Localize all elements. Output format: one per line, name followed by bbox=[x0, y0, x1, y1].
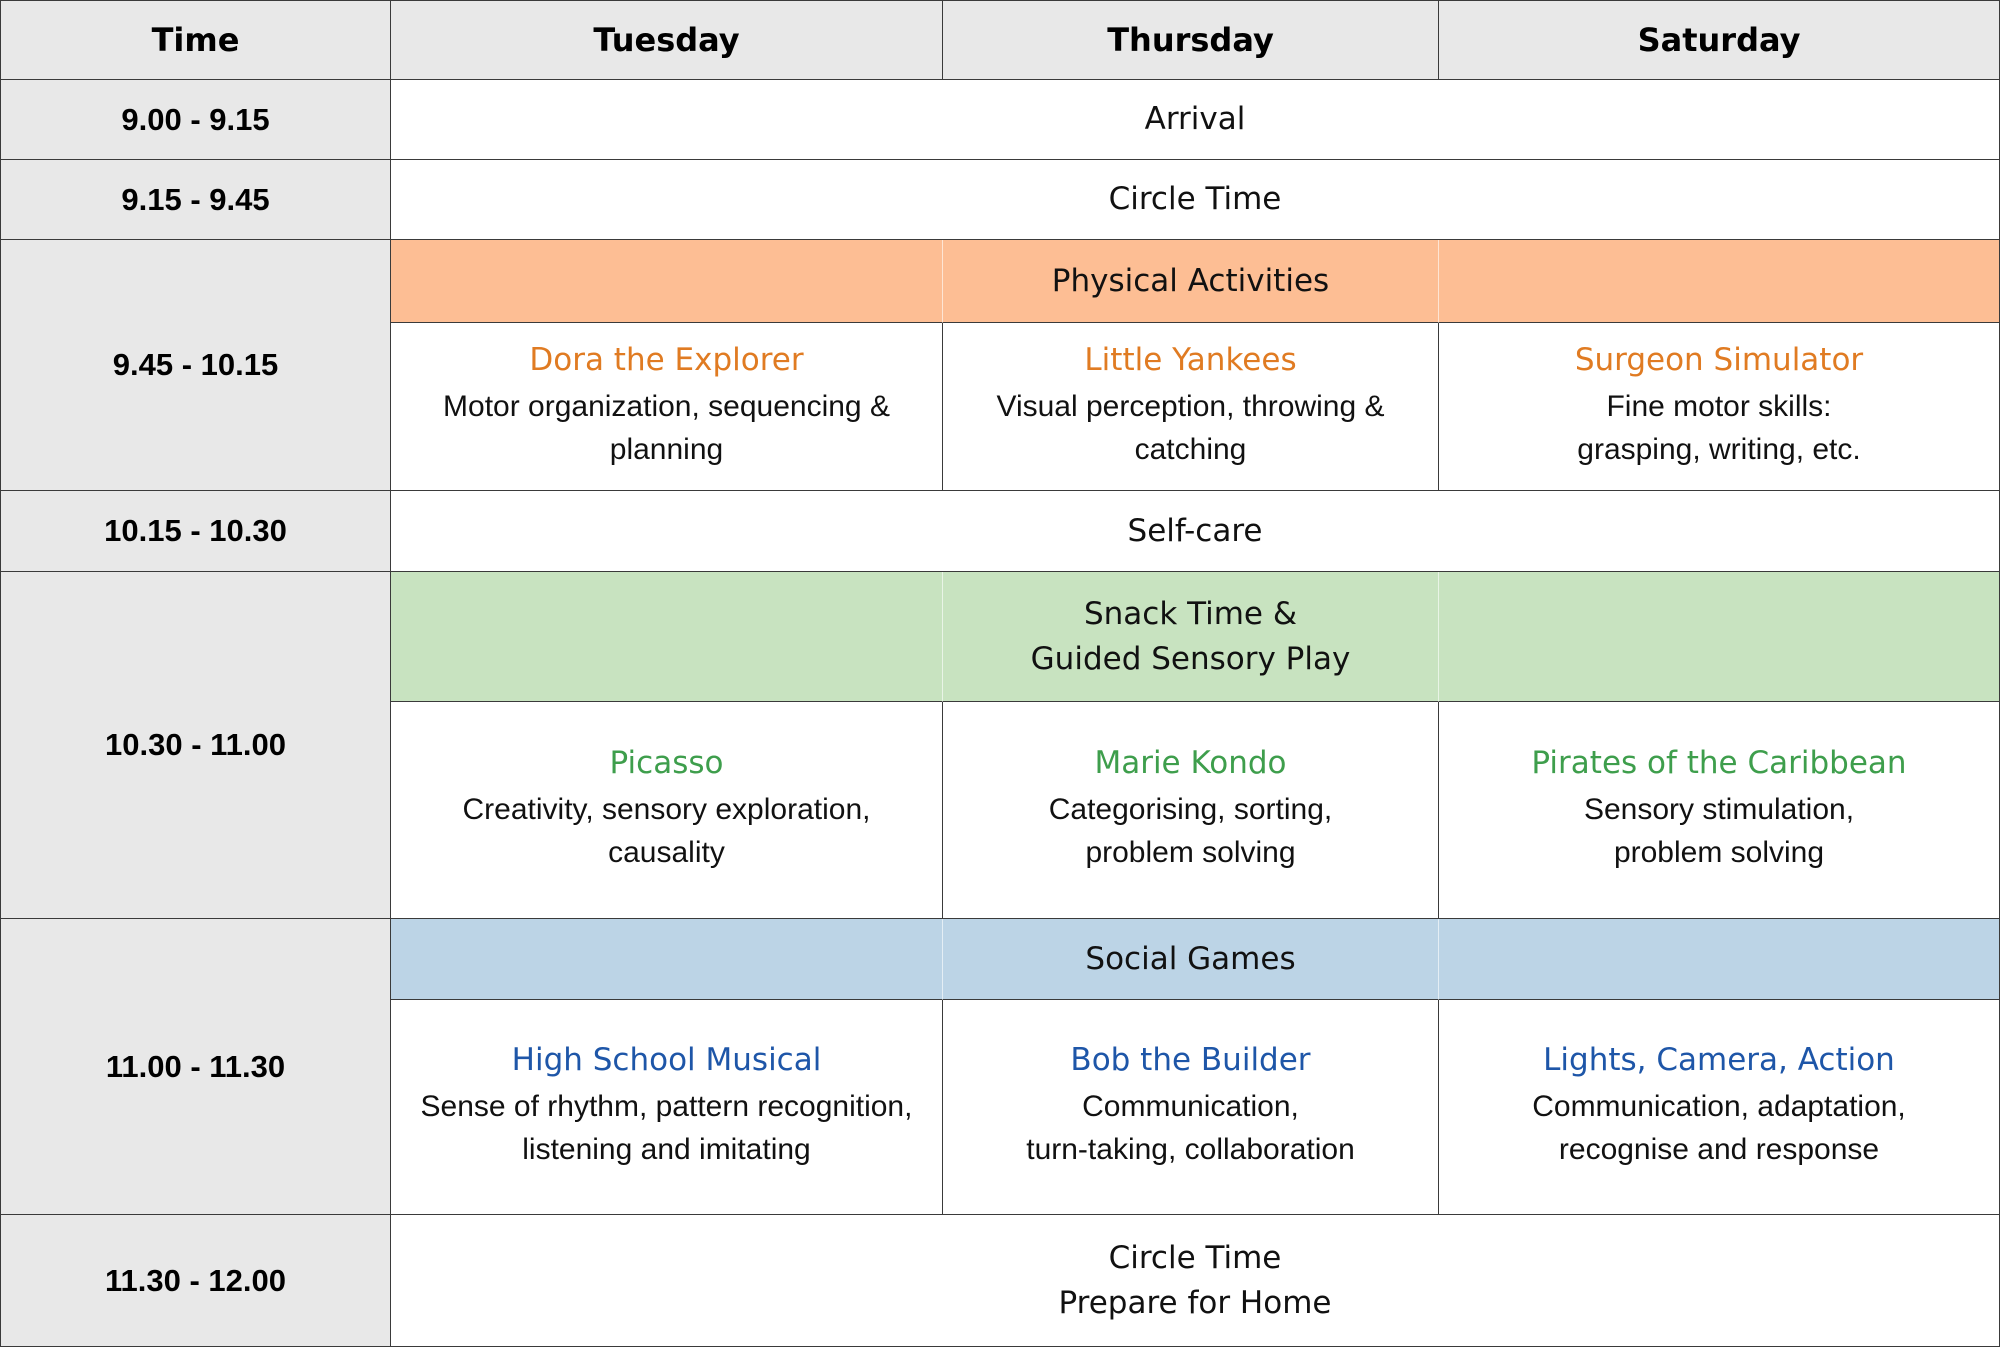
activity-description: Motor organization, sequencing & plannin… bbox=[443, 389, 890, 466]
time-slot-5: 10.30 - 11.00 bbox=[0, 572, 391, 919]
activity-title: Marie Kondo bbox=[1094, 745, 1287, 782]
header-tuesday: Tuesday bbox=[391, 0, 943, 80]
activity-description: Fine motor skills: grasping, writing, et… bbox=[1577, 389, 1861, 466]
time-slot-6-label: 11.00 - 11.30 bbox=[105, 1048, 286, 1084]
header-thursday-label: Thursday bbox=[1107, 21, 1274, 59]
activity-bob-the-builder: Bob the Builder Communication, turn-taki… bbox=[943, 1000, 1439, 1215]
header-saturday: Saturday bbox=[1439, 0, 2000, 80]
activity-title: Little Yankees bbox=[1084, 341, 1297, 378]
activity-lights-camera-action: Lights, Camera, Action Communication, ad… bbox=[1439, 1000, 2000, 1215]
physical-band: Physical Activities bbox=[943, 240, 1439, 323]
activity-description: Visual perception, throwing & catching bbox=[996, 389, 1385, 466]
activity-description: Communication, adaptation, recognise and… bbox=[1532, 1090, 1906, 1166]
physical-band-left bbox=[391, 240, 943, 323]
activity-high-school-musical: High School Musical Sense of rhythm, pat… bbox=[391, 1000, 943, 1215]
header-time: Time bbox=[0, 0, 391, 80]
social-band-label: Social Games bbox=[1085, 940, 1296, 977]
time-slot-4-label: 10.15 - 10.30 bbox=[104, 513, 287, 548]
physical-band-right bbox=[1439, 240, 2000, 323]
arrival-label: Arrival bbox=[1144, 101, 1246, 138]
time-slot-2-label: 9.15 - 9.45 bbox=[121, 181, 270, 217]
circle-time-cell: Circle Time bbox=[391, 160, 2000, 240]
header-saturday-label: Saturday bbox=[1637, 21, 1801, 59]
time-slot-3: 9.45 - 10.15 bbox=[0, 240, 391, 491]
header-time-label: Time bbox=[151, 21, 240, 59]
activity-dora: Dora the Explorer Motor organization, se… bbox=[391, 323, 943, 491]
snack-band-left bbox=[391, 572, 943, 702]
arrival-cell: Arrival bbox=[391, 80, 2000, 160]
time-slot-7-label: 11.30 - 12.00 bbox=[105, 1262, 286, 1298]
activity-picasso: Picasso Creativity, sensory exploration,… bbox=[391, 702, 943, 919]
snack-band-right bbox=[1439, 572, 2000, 702]
snack-band: Snack Time & Guided Sensory Play bbox=[943, 572, 1439, 702]
activity-title: Surgeon Simulator bbox=[1574, 341, 1864, 378]
activity-description: Sensory stimulation, problem solving bbox=[1583, 793, 1855, 869]
time-slot-2: 9.15 - 9.45 bbox=[0, 160, 391, 240]
activity-title: Pirates of the Caribbean bbox=[1531, 745, 1907, 782]
header-thursday: Thursday bbox=[943, 0, 1439, 80]
time-slot-1-label: 9.00 - 9.15 bbox=[121, 101, 270, 137]
social-band-left bbox=[391, 919, 943, 1000]
activity-title: Bob the Builder bbox=[1070, 1042, 1311, 1079]
physical-band-label: Physical Activities bbox=[1051, 262, 1330, 299]
social-band-right bbox=[1439, 919, 2000, 1000]
social-band: Social Games bbox=[943, 919, 1439, 1000]
header-tuesday-label: Tuesday bbox=[593, 21, 740, 59]
snack-band-line1: Snack Time & bbox=[1083, 595, 1298, 632]
activity-description: Categorising, sorting, problem solving bbox=[1048, 793, 1333, 869]
activity-title: Lights, Camera, Action bbox=[1543, 1042, 1895, 1079]
activity-title: Picasso bbox=[609, 745, 724, 782]
activity-marie-kondo: Marie Kondo Categorising, sorting, probl… bbox=[943, 702, 1439, 919]
self-care-label: Self-care bbox=[1127, 512, 1263, 549]
time-slot-6: 11.00 - 11.30 bbox=[0, 919, 391, 1215]
final-circle-time-line2: Prepare for Home bbox=[1058, 1284, 1332, 1321]
activity-little-yankees: Little Yankees Visual perception, throwi… bbox=[943, 323, 1439, 491]
circle-time-label: Circle Time bbox=[1108, 181, 1282, 218]
time-slot-4: 10.15 - 10.30 bbox=[0, 491, 391, 572]
self-care-cell: Self-care bbox=[391, 491, 2000, 572]
final-circle-time-cell: Circle Time Prepare for Home bbox=[391, 1215, 2000, 1347]
activity-surgeon-simulator: Surgeon Simulator Fine motor skills: gra… bbox=[1439, 323, 2000, 491]
activity-description: Communication, turn-taking, collaboratio… bbox=[1026, 1090, 1355, 1166]
time-slot-1: 9.00 - 9.15 bbox=[0, 80, 391, 160]
time-slot-3-label: 9.45 - 10.15 bbox=[112, 347, 279, 382]
activity-pirates: Pirates of the Caribbean Sensory stimula… bbox=[1439, 702, 2000, 919]
snack-band-line2: Guided Sensory Play bbox=[1030, 640, 1351, 677]
activity-title: Dora the Explorer bbox=[529, 341, 804, 378]
final-circle-time-line1: Circle Time bbox=[1108, 1239, 1282, 1276]
time-slot-7: 11.30 - 12.00 bbox=[0, 1215, 391, 1347]
time-slot-5-label: 10.30 - 11.00 bbox=[105, 727, 286, 762]
activity-description: Creativity, sensory exploration, causali… bbox=[462, 793, 871, 869]
activity-title: High School Musical bbox=[511, 1042, 822, 1079]
activity-description: Sense of rhythm, pattern recognition, li… bbox=[420, 1090, 913, 1166]
